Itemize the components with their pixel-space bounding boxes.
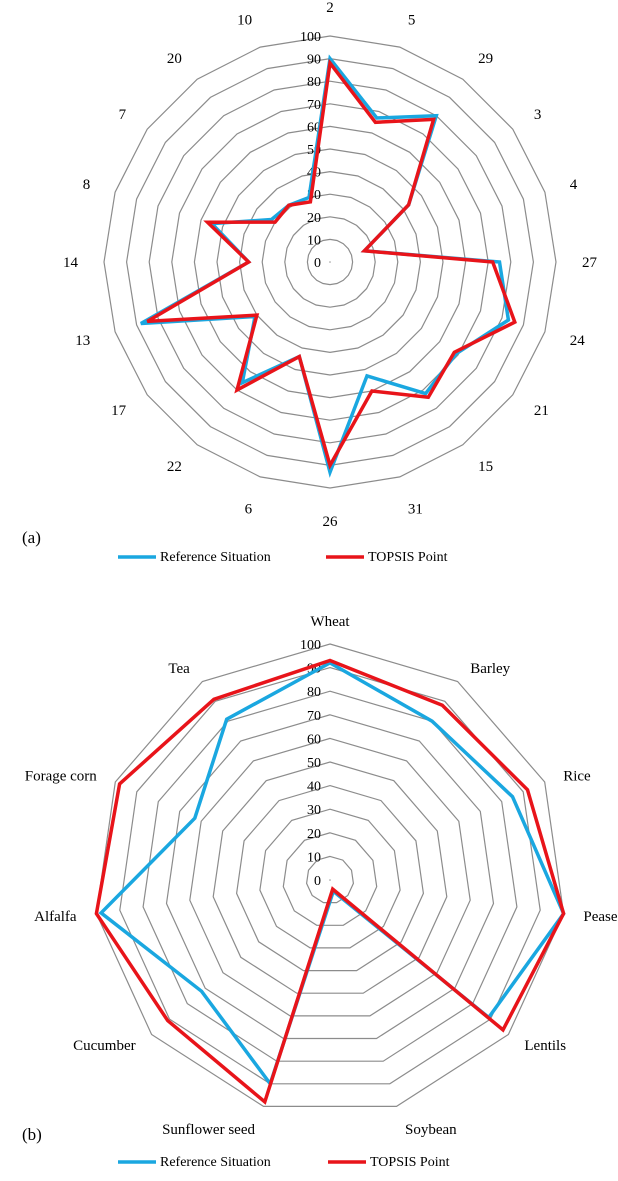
- category-label: 4: [570, 177, 578, 193]
- category-label: Cucumber: [73, 1038, 135, 1054]
- grid-ring: [259, 808, 401, 949]
- panel-label: (a): [22, 528, 41, 547]
- tick-label: 0: [314, 874, 321, 889]
- category-label: 13: [75, 333, 90, 349]
- category-label: 22: [167, 459, 182, 475]
- tick-label: 80: [307, 685, 321, 700]
- grid-ring: [238, 170, 422, 354]
- tick-label: 70: [307, 98, 321, 113]
- category-label: Barley: [470, 661, 510, 677]
- category-label: 2: [326, 0, 334, 16]
- grid-ring: [212, 761, 448, 994]
- grid-ring: [306, 238, 354, 286]
- category-label: Forage corn: [25, 768, 98, 784]
- grid-ring: [216, 148, 444, 376]
- category-label: Alfalfa: [34, 909, 77, 925]
- tick-label: 50: [307, 756, 321, 771]
- category-label: Rice: [563, 768, 591, 784]
- grid-ring: [235, 784, 425, 972]
- category-label: 29: [478, 51, 493, 67]
- tick-label: 30: [307, 803, 321, 818]
- grid-ring: [142, 690, 518, 1062]
- tick-label: 40: [307, 780, 321, 795]
- category-label: 10: [237, 12, 252, 28]
- radar-chart-a: 0102030405060708090100252934272421153126…: [22, 0, 598, 565]
- tick-label: 100: [300, 30, 321, 45]
- tick-label: 100: [300, 638, 321, 653]
- category-label: 14: [63, 255, 79, 271]
- center-point: [329, 879, 331, 881]
- legend-entry: Reference Situation: [160, 1155, 271, 1170]
- legend-entry: Reference Situation: [160, 550, 271, 565]
- series-line-reference-situation: [140, 54, 511, 478]
- tick-label: 10: [307, 850, 321, 865]
- grid-ring: [284, 216, 376, 308]
- category-label: Sunflower seed: [162, 1122, 255, 1138]
- grid-ring: [171, 103, 489, 421]
- grid-ring: [95, 643, 565, 1108]
- category-label: 20: [167, 51, 182, 67]
- tick-label: 80: [307, 75, 321, 90]
- center-point: [329, 261, 331, 263]
- category-label: 3: [534, 107, 542, 123]
- panel-label: (b): [22, 1125, 42, 1144]
- category-label: 15: [478, 459, 493, 475]
- tick-label: 10: [307, 233, 321, 248]
- category-label: 7: [119, 107, 127, 123]
- tick-label: 20: [307, 827, 321, 842]
- grid-ring: [148, 80, 512, 444]
- grid-ring: [282, 832, 378, 926]
- category-label: 6: [245, 502, 253, 518]
- grid-ring: [103, 35, 557, 489]
- grid-ring: [189, 737, 471, 1017]
- category-label: Pease: [583, 909, 617, 925]
- category-label: 27: [582, 255, 598, 271]
- grid-ring: [119, 666, 541, 1085]
- category-label: Wheat: [310, 614, 350, 630]
- tick-label: 60: [307, 732, 321, 747]
- category-label: 31: [408, 502, 423, 518]
- category-label: Tea: [168, 661, 190, 677]
- category-label: 17: [111, 403, 127, 419]
- tick-label: 70: [307, 709, 321, 724]
- category-label: 5: [408, 12, 416, 28]
- grid-ring: [193, 125, 467, 399]
- legend-entry: TOPSIS Point: [368, 550, 448, 565]
- tick-label: 90: [307, 53, 321, 68]
- tick-label: 0: [314, 256, 321, 271]
- category-label: 24: [570, 333, 586, 349]
- radar-chart-b: 0102030405060708090100WheatBarleyRicePea…: [22, 614, 618, 1170]
- tick-label: 20: [307, 211, 321, 226]
- legend-entry: TOPSIS Point: [370, 1155, 450, 1170]
- category-label: 26: [323, 514, 339, 530]
- category-label: 21: [534, 403, 549, 419]
- series-line-topsis-point: [94, 658, 566, 1105]
- category-label: Soybean: [405, 1122, 457, 1138]
- category-label: 8: [83, 177, 91, 193]
- series-line-topsis-point: [146, 58, 517, 470]
- grid-ring: [165, 714, 495, 1040]
- category-label: Lentils: [524, 1038, 566, 1054]
